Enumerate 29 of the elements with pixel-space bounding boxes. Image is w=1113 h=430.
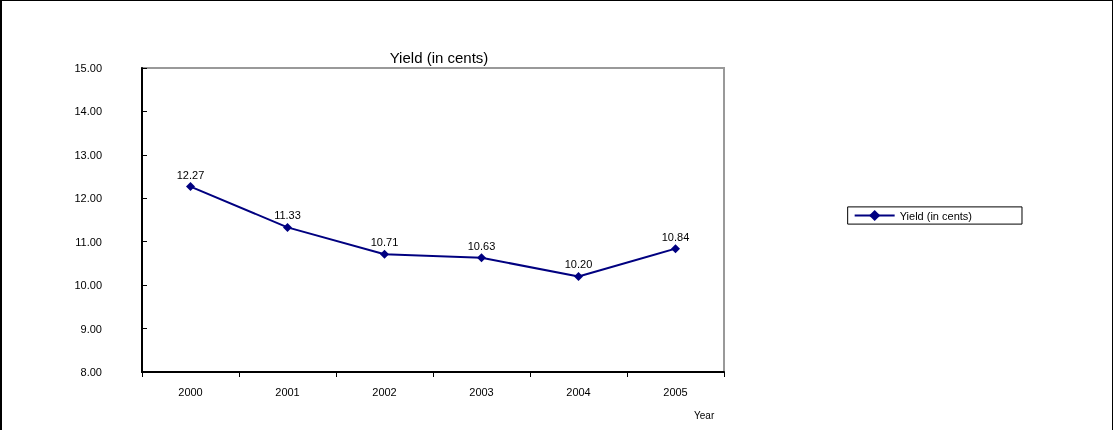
chart-title: Yield (in cents) [389, 49, 489, 66]
point [477, 253, 486, 263]
point [671, 244, 680, 254]
y-tick-label: 13.00 [74, 148, 102, 161]
y-tick-label: 12.00 [74, 192, 102, 205]
y-tick-label: 14.00 [74, 105, 102, 118]
y-tick-label: 8.00 [80, 366, 102, 378]
data-label: 10.84 [661, 230, 690, 243]
point [283, 222, 292, 232]
data-label: 12.27 [176, 168, 205, 181]
point [380, 249, 389, 259]
x-tick-label: 2005 [663, 385, 688, 398]
x-tick-label: 2002 [372, 385, 397, 398]
y-tick-label: 15.00 [74, 62, 102, 74]
y-tick-label: 11.00 [75, 235, 102, 248]
point [574, 271, 583, 281]
data-label: 10.20 [564, 258, 593, 271]
x-axis-title: Year [694, 409, 715, 421]
x-tick-label: 2003 [469, 385, 494, 398]
data-label: 10.71 [370, 236, 399, 249]
y-tick-label: 10.00 [74, 279, 102, 292]
y-tick-label: 9.00 [80, 322, 102, 335]
data-label: 10.63 [467, 239, 496, 252]
legend-label: Yield (in cents) [899, 209, 972, 222]
x-tick-label: 2004 [566, 385, 591, 398]
point [186, 182, 195, 192]
x-tick-label: 2000 [178, 385, 203, 398]
data-label: 11.33 [274, 209, 301, 222]
x-tick-label: 2001 [275, 385, 300, 398]
